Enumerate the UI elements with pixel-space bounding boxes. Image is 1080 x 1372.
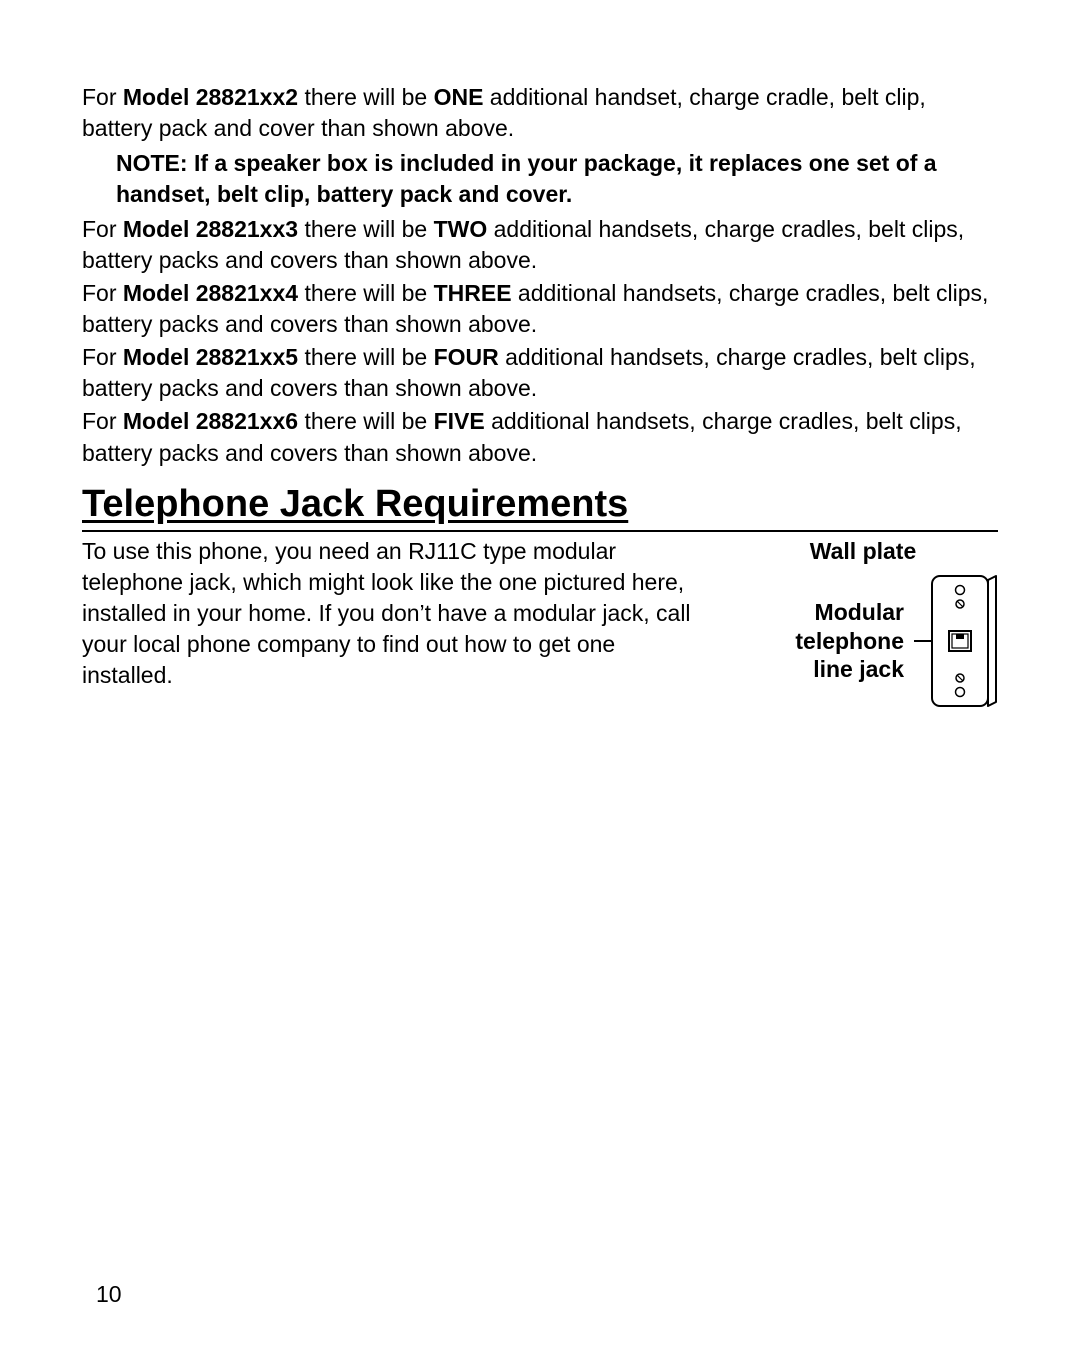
text: For [82,408,123,434]
jack-description: To use this phone, you need an RJ11C typ… [82,536,708,691]
text: there will be [298,216,434,242]
text: there will be [298,408,434,434]
jack-requirements-section: To use this phone, you need an RJ11C typ… [82,536,998,709]
count-word: TWO [434,216,488,242]
label-line: telephone [795,628,904,654]
model-number: Model 28821xx6 [123,408,298,434]
model-number: Model 28821xx3 [123,216,298,242]
wall-plate-label: Wall plate [728,536,998,567]
count-word: FOUR [434,344,499,370]
model-xx5-paragraph: For Model 28821xx5 there will be FOUR ad… [82,342,998,404]
model-xx2-paragraph: For Model 28821xx2 there will be ONE add… [82,82,998,144]
note-paragraph: NOTE: If a speaker box is included in yo… [82,148,998,210]
section-heading: Telephone Jack Requirements [82,479,998,532]
text: there will be [298,280,434,306]
count-word: FIVE [434,408,485,434]
wall-plate-figure: Wall plate Modular telephone line jack [728,536,998,709]
label-line: Modular [815,599,904,625]
model-xx3-paragraph: For Model 28821xx3 there will be TWO add… [82,214,998,276]
figure-row: Modular telephone line jack [728,573,998,709]
wall-plate-icon [912,573,998,709]
model-number: Model 28821xx5 [123,344,298,370]
text: there will be [298,84,434,110]
model-number: Model 28821xx4 [123,280,298,306]
text: there will be [298,344,434,370]
model-xx4-paragraph: For Model 28821xx4 there will be THREE a… [82,278,998,340]
model-number: Model 28821xx2 [123,84,298,110]
text: For [82,84,123,110]
manual-page: For Model 28821xx2 there will be ONE add… [0,0,1080,1372]
text: For [82,216,123,242]
model-xx6-paragraph: For Model 28821xx6 there will be FIVE ad… [82,406,998,468]
count-word: ONE [434,84,484,110]
count-word: THREE [434,280,512,306]
label-line: line jack [813,656,904,682]
text: For [82,280,123,306]
page-number: 10 [96,1279,122,1310]
text: For [82,344,123,370]
modular-jack-label: Modular telephone line jack [795,598,904,684]
